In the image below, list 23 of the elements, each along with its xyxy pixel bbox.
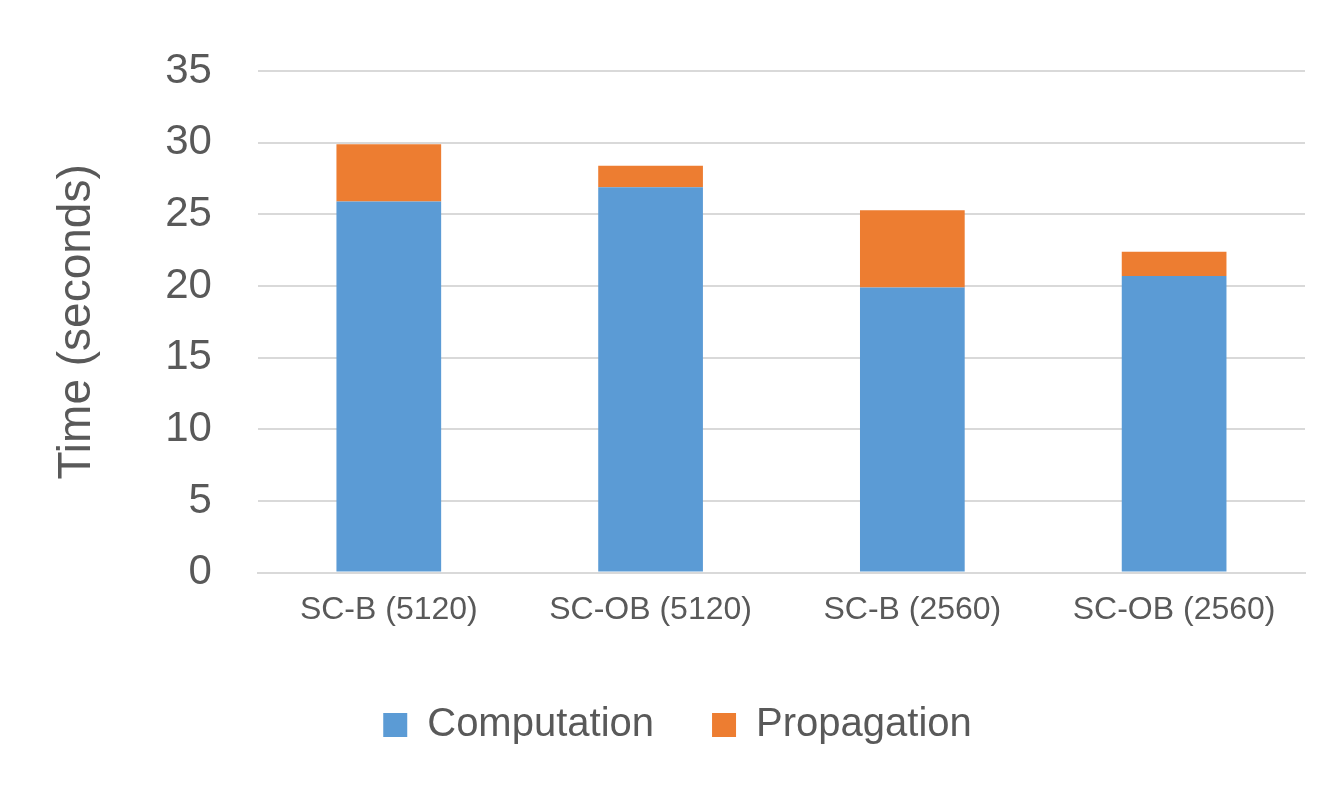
y-tick-label: 15 <box>165 331 212 379</box>
bar <box>598 187 703 572</box>
bar <box>859 287 965 572</box>
y-tick-label: 10 <box>165 402 212 450</box>
y-tick-label: 0 <box>188 546 212 594</box>
y-tick-label: 35 <box>165 44 212 92</box>
bar <box>859 210 965 288</box>
x-tick-label: SC-B (2560) <box>823 589 1002 626</box>
bar <box>336 201 442 572</box>
bar <box>598 165 703 188</box>
x-tick-label: SC-OB (5120) <box>549 589 752 626</box>
y-tick-label: 5 <box>188 474 212 522</box>
x-tick-label: SC-B (5120) <box>299 589 478 626</box>
y-tick-label: 20 <box>165 259 212 307</box>
bar <box>1121 276 1227 572</box>
legend-label: Propagation <box>756 700 972 745</box>
bar <box>1121 251 1227 277</box>
y-axis-title: Time (seconds) <box>48 164 101 480</box>
y-tick-label: 30 <box>165 116 212 164</box>
y-tick-label: 25 <box>165 188 212 236</box>
x-tick-label: SC-OB (2560) <box>1072 589 1276 626</box>
bar <box>336 144 442 202</box>
legend-label: Computation <box>427 700 655 745</box>
